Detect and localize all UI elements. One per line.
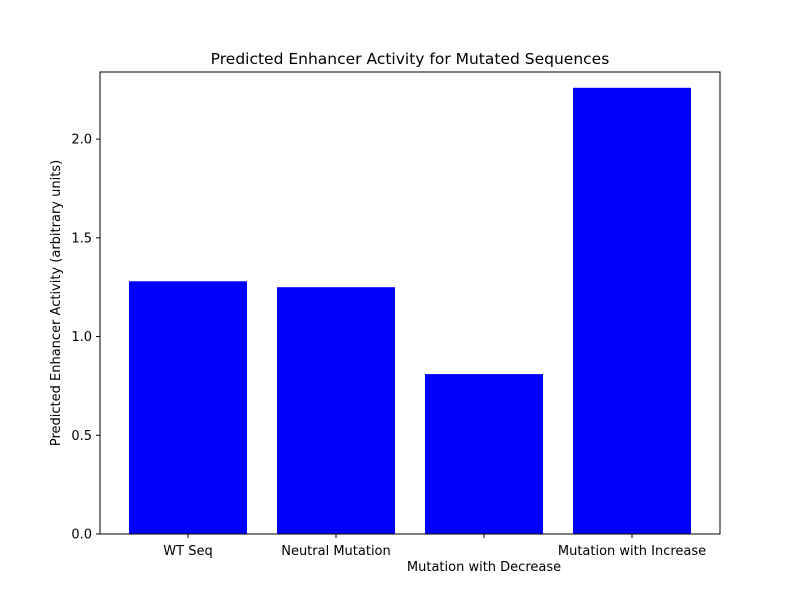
bar-3	[573, 87, 691, 535]
y-axis: 0.0 0.5 1.0 1.5 2.0	[71, 133, 100, 543]
y-tick-label-1: 0.5	[71, 429, 92, 444]
y-tick-label-4: 2.0	[71, 133, 92, 148]
x-tick-label-0: WT Seq	[163, 544, 212, 559]
x-axis: WT Seq Neutral Mutation Mutation with Incr…	[163, 534, 706, 559]
x-tick-label-1: Neutral Mutation	[281, 544, 391, 559]
plot-frame	[99, 71, 721, 535]
bar-1	[277, 287, 395, 534]
x-tick-label-3: Mutation with Increase	[558, 544, 706, 559]
bars-group	[129, 87, 691, 535]
y-tick-label-2: 1.0	[71, 330, 92, 345]
chart-title: Predicted Enhancer Activity for Mutated …	[211, 50, 610, 68]
y-tick-label-3: 1.5	[71, 231, 92, 246]
y-axis-label: Predicted Enhancer Activity (arbitrary u…	[49, 160, 64, 446]
bar-2	[425, 374, 543, 534]
y-tick-label-0: 0.0	[71, 528, 92, 543]
x-axis-label: Mutation with Decrease	[407, 560, 561, 575]
bar-0	[129, 281, 247, 534]
